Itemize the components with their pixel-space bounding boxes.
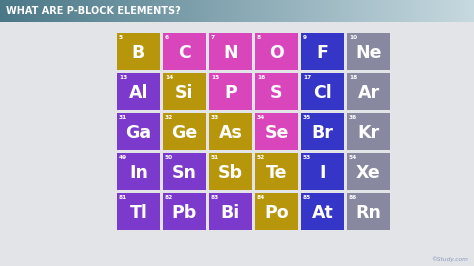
FancyBboxPatch shape (347, 193, 390, 230)
Text: As: As (219, 124, 242, 142)
Text: 82: 82 (165, 195, 173, 200)
FancyBboxPatch shape (255, 193, 298, 230)
Text: Al: Al (129, 84, 148, 102)
Text: P: P (224, 84, 237, 102)
Text: N: N (223, 44, 238, 62)
FancyBboxPatch shape (117, 193, 160, 230)
Text: 36: 36 (349, 115, 357, 120)
FancyBboxPatch shape (163, 73, 206, 110)
Text: I: I (319, 164, 326, 182)
Text: 81: 81 (119, 195, 127, 200)
Text: 14: 14 (165, 75, 173, 80)
Text: 10: 10 (349, 35, 357, 40)
Text: 85: 85 (303, 195, 311, 200)
Text: 50: 50 (165, 155, 173, 160)
Text: 16: 16 (257, 75, 265, 80)
FancyBboxPatch shape (255, 33, 298, 70)
FancyBboxPatch shape (347, 33, 390, 70)
FancyBboxPatch shape (209, 153, 252, 190)
Text: 8: 8 (257, 35, 261, 40)
Text: B: B (132, 44, 145, 62)
FancyBboxPatch shape (163, 153, 206, 190)
Text: 32: 32 (165, 115, 173, 120)
Text: C: C (178, 44, 191, 62)
FancyBboxPatch shape (209, 193, 252, 230)
FancyBboxPatch shape (347, 73, 390, 110)
FancyBboxPatch shape (301, 153, 344, 190)
Text: ©Study.com: ©Study.com (431, 256, 468, 262)
Text: 17: 17 (303, 75, 311, 80)
Text: Sn: Sn (172, 164, 197, 182)
Text: 51: 51 (211, 155, 219, 160)
FancyBboxPatch shape (117, 153, 160, 190)
Text: Br: Br (311, 124, 333, 142)
Text: Ge: Ge (172, 124, 198, 142)
FancyBboxPatch shape (347, 153, 390, 190)
Text: F: F (317, 44, 328, 62)
Text: Sb: Sb (218, 164, 243, 182)
Text: Se: Se (264, 124, 289, 142)
FancyBboxPatch shape (117, 113, 160, 150)
Text: Bi: Bi (221, 204, 240, 222)
FancyBboxPatch shape (255, 113, 298, 150)
Text: Ar: Ar (357, 84, 380, 102)
Text: 5: 5 (119, 35, 123, 40)
Text: 83: 83 (211, 195, 219, 200)
FancyBboxPatch shape (301, 33, 344, 70)
Text: WHAT ARE P-BLOCK ELEMENTS?: WHAT ARE P-BLOCK ELEMENTS? (6, 6, 181, 16)
FancyBboxPatch shape (117, 73, 160, 110)
FancyBboxPatch shape (163, 113, 206, 150)
Text: 31: 31 (119, 115, 127, 120)
Text: Tl: Tl (129, 204, 147, 222)
Text: 7: 7 (211, 35, 215, 40)
FancyBboxPatch shape (163, 33, 206, 70)
FancyBboxPatch shape (163, 193, 206, 230)
Text: Pb: Pb (172, 204, 197, 222)
FancyBboxPatch shape (301, 193, 344, 230)
Text: 52: 52 (257, 155, 265, 160)
Text: 35: 35 (303, 115, 311, 120)
Text: 6: 6 (165, 35, 169, 40)
FancyBboxPatch shape (209, 73, 252, 110)
Text: At: At (311, 204, 333, 222)
Text: 54: 54 (349, 155, 357, 160)
FancyBboxPatch shape (255, 153, 298, 190)
FancyBboxPatch shape (209, 113, 252, 150)
Text: Xe: Xe (356, 164, 381, 182)
Text: 9: 9 (303, 35, 307, 40)
Text: 49: 49 (119, 155, 127, 160)
Text: 34: 34 (257, 115, 265, 120)
Text: Ga: Ga (126, 124, 152, 142)
Text: Po: Po (264, 204, 289, 222)
Text: In: In (129, 164, 148, 182)
Text: 18: 18 (349, 75, 357, 80)
Text: Cl: Cl (313, 84, 332, 102)
Text: 53: 53 (303, 155, 311, 160)
FancyBboxPatch shape (347, 113, 390, 150)
Text: 86: 86 (349, 195, 357, 200)
Text: Ne: Ne (355, 44, 382, 62)
Text: Si: Si (175, 84, 194, 102)
Text: 15: 15 (211, 75, 219, 80)
Text: S: S (270, 84, 283, 102)
FancyBboxPatch shape (0, 0, 474, 22)
Text: O: O (269, 44, 284, 62)
FancyBboxPatch shape (209, 33, 252, 70)
Text: 13: 13 (119, 75, 127, 80)
Text: Te: Te (266, 164, 287, 182)
FancyBboxPatch shape (255, 73, 298, 110)
FancyBboxPatch shape (301, 113, 344, 150)
FancyBboxPatch shape (117, 33, 160, 70)
Text: Kr: Kr (357, 124, 380, 142)
Text: Rn: Rn (356, 204, 382, 222)
FancyBboxPatch shape (301, 73, 344, 110)
Text: 84: 84 (257, 195, 265, 200)
Text: 33: 33 (211, 115, 219, 120)
